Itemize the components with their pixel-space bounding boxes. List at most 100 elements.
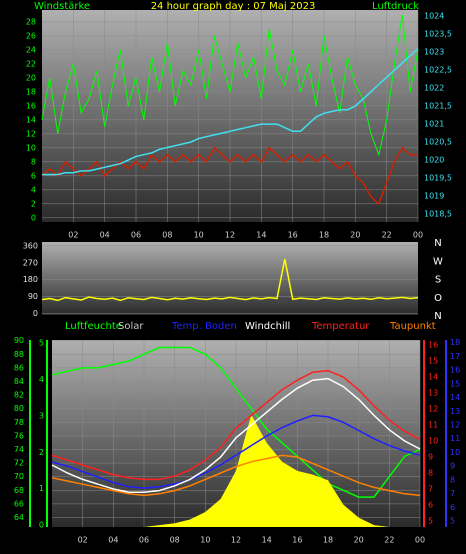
legend-label: Temp. Boden <box>171 321 237 332</box>
y-tick-label: 1022 <box>424 84 444 93</box>
y-tick-label: 1020,5 <box>424 138 452 147</box>
y-tick-label: 2 <box>31 199 36 208</box>
y-tick-label: 3 <box>39 411 44 420</box>
y-tick-label: 14 <box>428 372 438 381</box>
x-tick-label: 16 <box>292 536 302 545</box>
solar-area <box>52 414 420 527</box>
x-tick-label: 22 <box>384 536 394 545</box>
compass-label: O <box>434 293 442 304</box>
y-tick-label: 1023 <box>424 48 444 57</box>
y-tick-label: 14 <box>26 115 36 124</box>
y-tick-label: 0 <box>31 213 36 222</box>
y-tick-label: 90 <box>28 292 38 301</box>
y-tick-label: 6 <box>31 171 36 180</box>
y-tick-label: 78 <box>14 418 24 427</box>
y-tick-label: 88 <box>14 350 24 359</box>
y-tick-label: 80 <box>14 404 24 413</box>
y-tick-label: 9 <box>450 462 455 471</box>
x-tick-label: 14 <box>262 536 272 545</box>
x-tick-label: 20 <box>350 231 360 240</box>
y-tick-label: 70 <box>14 472 24 481</box>
x-tick-label: 16 <box>288 231 298 240</box>
series-line <box>41 14 419 157</box>
series-line <box>51 346 421 498</box>
series-line <box>41 258 419 302</box>
series-line <box>41 146 418 206</box>
y-tick-label: 13 <box>428 388 438 397</box>
x-tick-label: 10 <box>194 231 204 240</box>
x-tick-label: 14 <box>256 231 266 240</box>
y-tick-label: 17 <box>450 352 460 361</box>
chart-title: 24 hour graph day : 07 Maj 2023 <box>151 1 316 12</box>
y-tick-label: 26 <box>26 31 36 40</box>
y-tick-label: 18 <box>26 87 36 96</box>
y-tick-label: 10 <box>450 448 460 457</box>
compass-label: W <box>433 256 443 267</box>
y-tick-label: 1022,5 <box>424 66 452 75</box>
y-tick-label: 16 <box>450 366 460 375</box>
x-tick-label: 04 <box>108 536 118 545</box>
y-tick-label: 4 <box>31 185 36 194</box>
y-tick-label: 9 <box>428 452 433 461</box>
y-tick-label: 20 <box>26 73 36 82</box>
y-tick-label: 10 <box>26 143 36 152</box>
x-tick-label: 00 <box>415 536 425 545</box>
y-tick-label: 2 <box>39 448 44 457</box>
compass-label: N <box>434 311 441 322</box>
x-tick-label: 12 <box>225 231 235 240</box>
series-line <box>51 414 421 489</box>
y-tick-label: 7 <box>428 484 433 493</box>
x-tick-label: 18 <box>323 536 333 545</box>
series-line <box>51 369 421 481</box>
y-tick-label: 68 <box>14 486 24 495</box>
y-tick-label: 1019 <box>424 192 444 201</box>
x-tick-label: 02 <box>78 536 88 545</box>
y-tick-label: 1021,5 <box>424 102 452 111</box>
y-tick-label: 16 <box>428 340 438 349</box>
y-tick-label: 6 <box>450 503 455 512</box>
y-axis-label: Windstärke <box>34 1 90 12</box>
x-tick-label: 06 <box>131 231 141 240</box>
y-tick-label: 180 <box>23 275 38 284</box>
x-tick-label: 12 <box>231 536 241 545</box>
y-tick-label: 82 <box>14 391 24 400</box>
y-tick-label: 1021 <box>424 120 444 129</box>
x-tick-label: 06 <box>139 536 149 545</box>
x-tick-label: 10 <box>200 536 210 545</box>
y-tick-label: 360 <box>23 241 38 250</box>
y-tick-label: 1 <box>39 484 44 493</box>
y-tick-label: 76 <box>14 431 24 440</box>
legend-label: Taupunkt <box>389 321 436 332</box>
x-tick-label: 22 <box>382 231 392 240</box>
y-tick-label: 90 <box>14 336 24 345</box>
y-tick-label: 16 <box>26 101 36 110</box>
plot-background <box>42 242 418 315</box>
compass-label: S <box>435 275 441 286</box>
x-tick-label: 08 <box>162 231 172 240</box>
x-tick-label: 08 <box>170 536 180 545</box>
y-tick-label: 74 <box>14 445 24 454</box>
y-tick-label: 12 <box>428 404 438 413</box>
y-tick-label: 15 <box>428 356 438 365</box>
y-tick-label: 64 <box>14 513 24 522</box>
y-tick-label: 66 <box>14 499 24 508</box>
y-tick-label: 0 <box>33 309 38 318</box>
y-tick-label: 8 <box>31 157 36 166</box>
x-tick-label: 00 <box>413 231 423 240</box>
y-tick-label: 6 <box>428 500 433 509</box>
y-tick-label: 270 <box>23 258 38 267</box>
y-tick-label: 12 <box>450 421 460 430</box>
legend-label: Solar <box>118 321 144 332</box>
series-line <box>51 454 421 497</box>
y-tick-label: 10 <box>428 436 438 445</box>
y-tick-label: 72 <box>14 459 24 468</box>
y-tick-label: 5 <box>428 516 433 525</box>
x-tick-label: 02 <box>68 231 78 240</box>
y2-axis-label: Luftdruck <box>372 1 419 12</box>
y-tick-label: 14 <box>450 393 460 402</box>
y-tick-label: 7 <box>450 489 455 498</box>
y-tick-label: 8 <box>450 475 455 484</box>
legend-label: Windchill <box>245 321 290 332</box>
y-tick-label: 1023,5 <box>424 30 452 39</box>
